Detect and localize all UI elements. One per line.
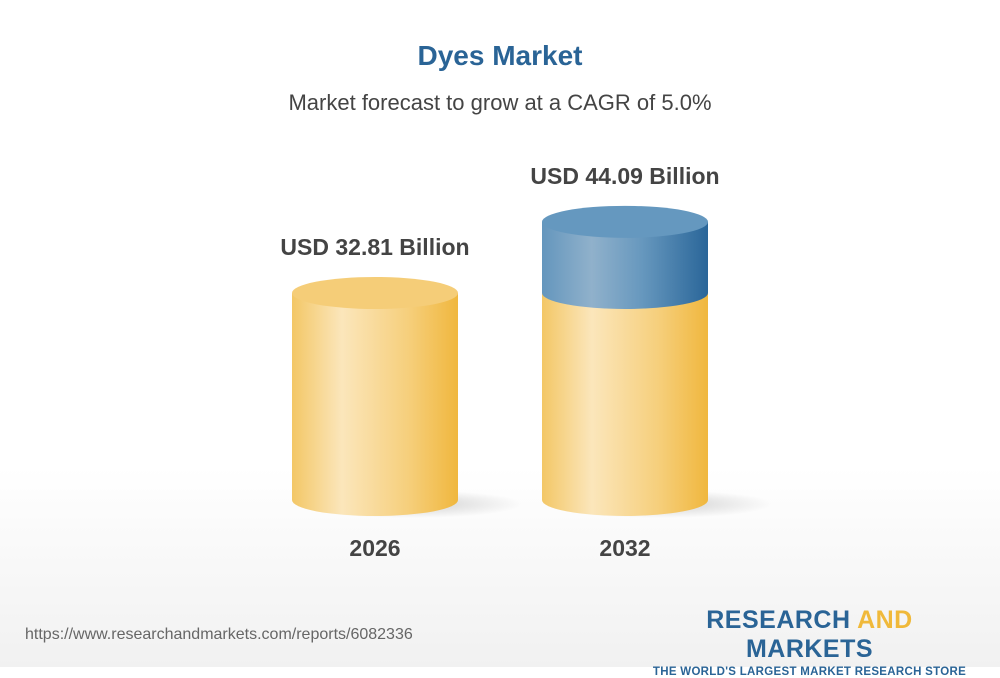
cylinder-base-body (542, 293, 708, 516)
data-label: USD 32.81 Billion (280, 234, 469, 260)
data-label: USD 44.09 Billion (530, 163, 719, 189)
category-label: 2026 (349, 535, 400, 561)
cylinder-top (292, 277, 458, 309)
cylinder-base-body (292, 293, 458, 516)
research-and-markets-logo: RESEARCH AND MARKETS THE WORLD'S LARGEST… (652, 606, 967, 678)
cylinder-top (542, 205, 708, 238)
chart-subtitle: Market forecast to grow at a CAGR of 5.0… (288, 90, 712, 115)
cylinder-growth-body (542, 221, 708, 309)
chart-title: Dyes Market (417, 40, 583, 71)
source-url[interactable]: https://www.researchandmarkets.com/repor… (25, 626, 413, 643)
category-label: 2032 (599, 535, 650, 561)
